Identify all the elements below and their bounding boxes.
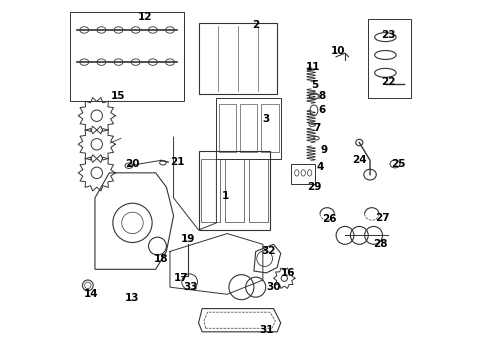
Text: 19: 19: [181, 234, 195, 244]
Text: 13: 13: [125, 293, 140, 303]
Text: 23: 23: [381, 30, 395, 40]
Bar: [198, 152, 270, 230]
Text: 28: 28: [373, 239, 388, 249]
Text: 22: 22: [381, 77, 395, 87]
Text: 31: 31: [259, 325, 274, 335]
Bar: [292, 164, 315, 184]
Text: 30: 30: [267, 282, 281, 292]
Text: 12: 12: [138, 13, 152, 22]
Bar: [262, 104, 279, 153]
Bar: [309, 94, 319, 98]
Bar: [240, 104, 257, 153]
Bar: [217, 98, 281, 158]
Text: 7: 7: [313, 123, 320, 133]
Bar: [201, 159, 220, 222]
Text: 29: 29: [307, 182, 322, 192]
Text: 33: 33: [183, 282, 198, 292]
Bar: [248, 159, 268, 222]
Text: 2: 2: [252, 19, 259, 30]
Text: 26: 26: [322, 214, 336, 224]
Text: 1: 1: [222, 191, 229, 201]
Text: 25: 25: [392, 159, 406, 169]
Text: 27: 27: [375, 212, 390, 222]
Bar: [198, 23, 277, 94]
Text: 18: 18: [154, 253, 168, 264]
Bar: [70, 12, 184, 102]
Text: 8: 8: [318, 91, 325, 101]
Text: 6: 6: [318, 105, 325, 115]
Text: 17: 17: [173, 273, 188, 283]
Text: 16: 16: [281, 268, 295, 278]
Text: 32: 32: [261, 247, 275, 256]
Bar: [368, 19, 411, 98]
Text: 3: 3: [263, 114, 270, 124]
Text: 14: 14: [84, 289, 98, 299]
Text: 9: 9: [320, 145, 327, 155]
Text: 15: 15: [111, 91, 125, 101]
Text: 24: 24: [352, 156, 367, 165]
Text: 11: 11: [306, 63, 320, 72]
Bar: [219, 104, 236, 153]
Text: 10: 10: [331, 46, 345, 57]
Text: 21: 21: [170, 157, 184, 167]
Bar: [225, 159, 244, 222]
Text: 20: 20: [125, 159, 140, 169]
Text: 4: 4: [317, 162, 324, 172]
Text: 5: 5: [311, 80, 318, 90]
